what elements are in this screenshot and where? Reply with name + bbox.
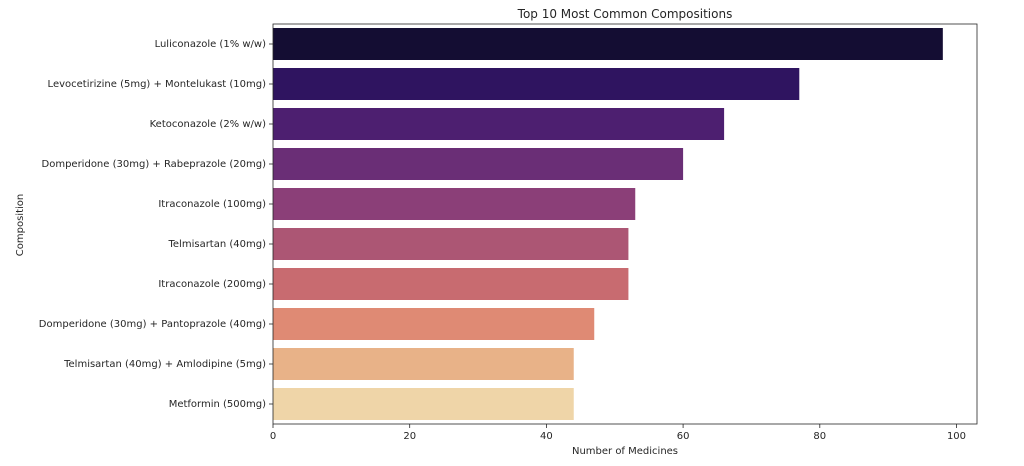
bar [273, 348, 574, 380]
x-tick-label: 0 [270, 431, 276, 442]
plot-frame [272, 23, 978, 425]
y-tick-label: Domperidone (30mg) + Pantoprazole (40mg) [39, 319, 266, 330]
y-tick-label: Ketoconazole (2% w/w) [150, 119, 266, 130]
bar [273, 308, 595, 340]
x-tick-label: 20 [403, 431, 416, 442]
y-tick-label: Telmisartan (40mg) [168, 239, 267, 250]
bar [273, 228, 629, 260]
x-axis-title: Number of Medicines [572, 446, 678, 457]
axes-frame [272, 23, 978, 425]
y-tick-label: Telmisartan (40mg) + Amlodipine (5mg) [63, 359, 266, 370]
y-tick-label: Domperidone (30mg) + Rabeprazole (20mg) [42, 159, 267, 170]
bar [273, 188, 636, 220]
chart-title: Top 10 Most Common Compositions [517, 7, 733, 21]
y-tick-label: Itraconazole (200mg) [158, 279, 266, 290]
bar [273, 28, 943, 60]
x-ticks: 0 20 40 60 80 100 [270, 424, 966, 442]
bar [273, 148, 684, 180]
y-tick-label: Luliconazole (1% w/w) [155, 39, 267, 50]
x-tick-label: 60 [677, 431, 690, 442]
bar [273, 108, 725, 140]
y-tick-label: Levocetirizine (5mg) + Montelukast (10mg… [48, 79, 267, 90]
bar [273, 268, 629, 300]
y-tick-label: Metformin (500mg) [169, 399, 266, 410]
bar [273, 388, 574, 420]
bar [273, 68, 800, 100]
y-tick-label: Itraconazole (100mg) [158, 199, 266, 210]
x-tick-label: 80 [813, 431, 826, 442]
y-axis-title: Composition [15, 194, 26, 256]
x-tick-label: 40 [540, 431, 553, 442]
y-tick-labels: Luliconazole (1% w/w) Levocetirizine (5mg… [39, 39, 273, 410]
x-tick-label: 100 [947, 431, 966, 442]
bars-group [273, 28, 943, 420]
